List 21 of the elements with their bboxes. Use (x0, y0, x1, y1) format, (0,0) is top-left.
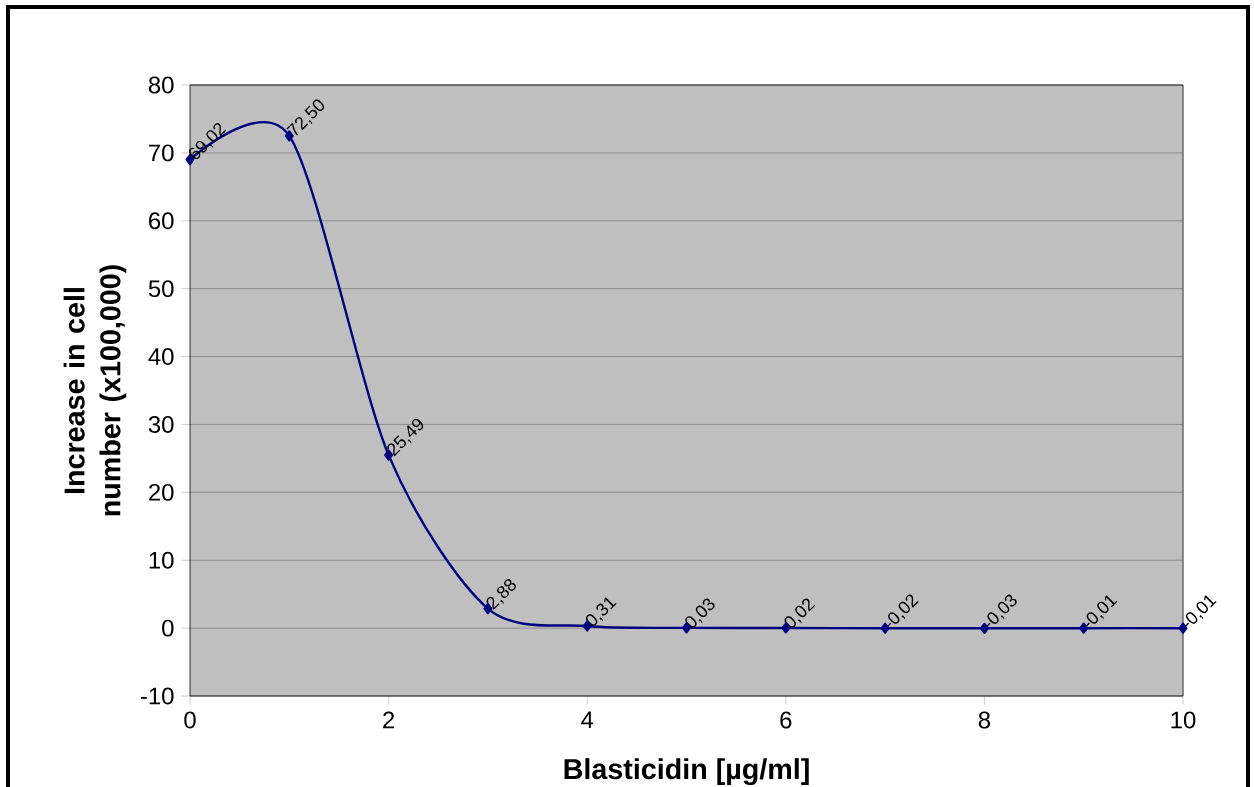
y-axis-title: Increase in cell number (x100,000) (63, 265, 127, 516)
y-tick-label: 70 (149, 144, 174, 162)
y-tick-label: 10 (149, 551, 174, 569)
data-label: 0,03 (685, 598, 715, 628)
y-tick-label: 80 (148, 76, 174, 94)
x-tick-label: 2 (383, 711, 395, 729)
x-tick-label: 0 (184, 711, 196, 729)
y-tick-label: 50 (148, 280, 174, 298)
x-tick-label: 8 (978, 711, 991, 729)
y-tick-label: 60 (149, 212, 174, 230)
x-axis-title: Blasticidin [µg/ml] (564, 758, 809, 786)
x-tick-label: 6 (780, 711, 792, 729)
data-label: 0,31 (585, 597, 617, 626)
data-label: 0,02 (784, 598, 816, 628)
y-tick-label: 30 (148, 415, 174, 433)
x-tick-label: 10 (1171, 711, 1196, 729)
x-tick-label: 4 (581, 711, 594, 728)
y-tick-label: -10 (140, 687, 174, 705)
y-tick-label: 40 (148, 348, 174, 365)
y-tick-label: 0 (162, 619, 174, 637)
y-tick-label: 20 (149, 483, 174, 501)
